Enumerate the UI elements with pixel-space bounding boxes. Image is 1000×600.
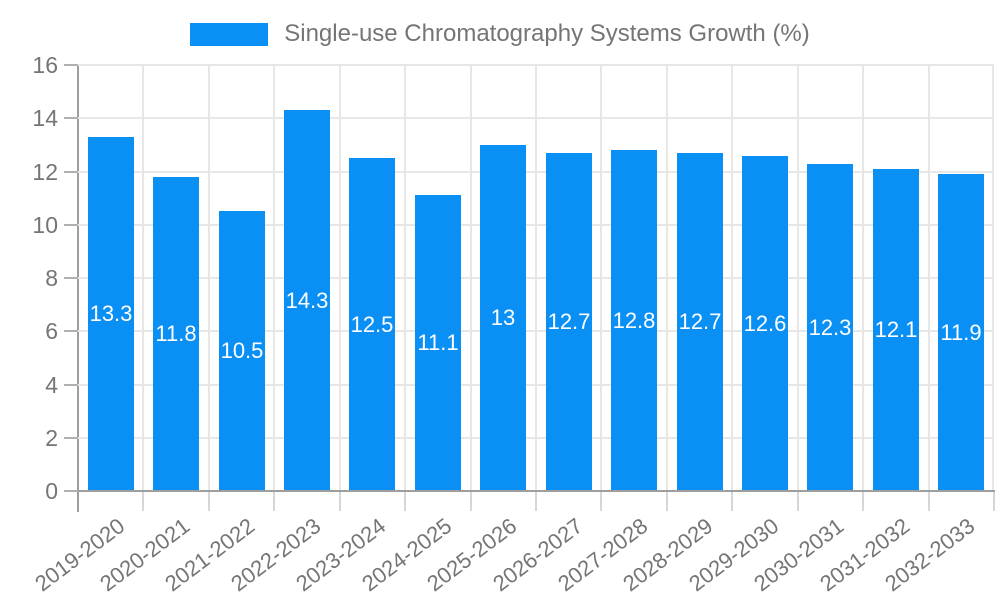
x-tick-mark (600, 492, 602, 511)
y-tick-mark (64, 277, 78, 279)
bar[interactable]: 11.9 (938, 174, 984, 491)
v-gridline (339, 65, 341, 491)
x-tick-mark (731, 492, 733, 511)
bar[interactable]: 10.5 (219, 211, 265, 491)
y-tick-label: 6 (45, 318, 58, 345)
bar[interactable]: 11.8 (153, 177, 199, 491)
bar-value-label: 13 (490, 305, 516, 330)
x-tick-mark (993, 492, 995, 511)
x-tick-mark (273, 492, 275, 511)
v-gridline (992, 65, 994, 491)
bar-value-label: 12.7 (678, 309, 722, 334)
v-gridline (862, 65, 864, 491)
y-tick-mark (64, 436, 78, 439)
y-tick-label: 8 (45, 265, 58, 291)
y-tick-mark (64, 490, 78, 492)
v-gridline (535, 65, 537, 491)
v-gridline (142, 65, 144, 491)
bar[interactable]: 12.8 (611, 150, 657, 491)
bar[interactable]: 12.6 (742, 156, 788, 491)
y-tick-label: 16 (32, 52, 58, 78)
y-tick-mark (64, 117, 78, 120)
v-gridline (731, 65, 733, 491)
bar-value-label: 12.8 (612, 307, 656, 333)
legend-label: Single-use Chromatography Systems Growth… (284, 20, 810, 47)
bar[interactable]: 12.7 (677, 153, 723, 491)
legend-swatch[interactable] (190, 22, 269, 46)
y-axis-line (77, 65, 79, 512)
plot-area: 13.3 11.8 10.5 14.3 12.5 11.1 13 12.7 12.8 12.7 12… (78, 64, 994, 491)
v-gridline (600, 65, 602, 491)
y-tick-mark (64, 330, 78, 333)
bar-value-label: 11.1 (417, 330, 459, 355)
bar-value-label: 11.8 (155, 321, 197, 346)
v-gridline (928, 65, 930, 491)
y-tick-label: 10 (32, 211, 58, 238)
x-tick-mark (208, 492, 210, 511)
x-tick-mark (142, 492, 144, 511)
x-tick-mark (339, 492, 341, 511)
y-tick-label: 14 (32, 105, 58, 132)
v-gridline (666, 65, 668, 491)
y-tick-mark (64, 170, 78, 173)
y-tick-label: 2 (45, 424, 58, 451)
bar-value-label: 12.1 (874, 317, 918, 342)
x-tick-mark (666, 492, 668, 511)
bar-value-label: 13.3 (89, 301, 133, 326)
bar[interactable]: 12.5 (349, 158, 395, 491)
x-axis-line (78, 490, 995, 492)
v-gridline (404, 65, 406, 491)
v-gridline (470, 65, 472, 491)
x-tick-mark (535, 492, 537, 511)
x-tick-mark (797, 492, 799, 511)
bar[interactable]: 12.1 (873, 169, 919, 491)
y-tick-label: 12 (32, 158, 58, 185)
bar-value-label: 12.5 (350, 311, 394, 337)
bar-value-label: 12.7 (547, 309, 591, 334)
bar-value-label: 12.6 (743, 310, 787, 336)
bar-value-label: 14.3 (285, 287, 329, 313)
bar[interactable]: 13 (480, 145, 526, 491)
v-gridline (797, 65, 799, 491)
x-tick-mark (928, 492, 930, 511)
y-tick-mark (64, 383, 78, 386)
v-gridline (273, 65, 275, 491)
x-tick-mark (470, 492, 472, 511)
v-gridline (208, 65, 210, 491)
y-tick-mark (64, 64, 78, 66)
bar[interactable]: 11.1 (415, 195, 461, 491)
bar-value-label: 10.5 (220, 338, 264, 363)
bar-value-label: 12.3 (808, 314, 852, 340)
bar-value-label: 11.9 (940, 319, 982, 345)
chart-legend[interactable]: Single-use Chromatography Systems Growth… (0, 20, 1000, 48)
y-tick-label: 4 (45, 371, 58, 398)
bar[interactable]: 13.3 (88, 137, 134, 491)
bar[interactable]: 12.7 (546, 153, 592, 491)
x-tick-mark (404, 492, 406, 511)
x-tick-mark (862, 492, 864, 511)
y-tick-label: 0 (45, 478, 58, 504)
bar[interactable]: 14.3 (284, 110, 330, 491)
bar[interactable]: 12.3 (807, 164, 853, 491)
y-tick-mark (64, 223, 78, 226)
